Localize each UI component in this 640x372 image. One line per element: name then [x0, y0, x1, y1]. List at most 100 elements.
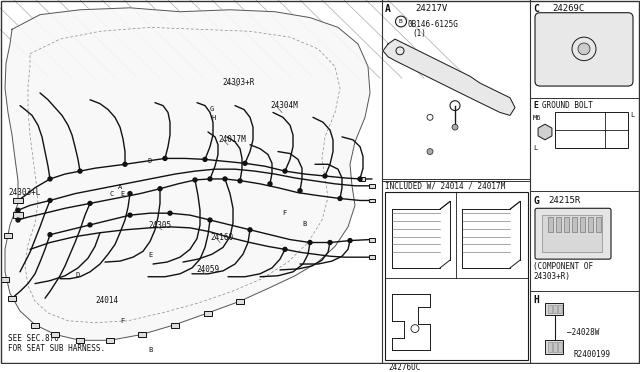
Text: B: B [388, 193, 392, 203]
Text: 24015G: 24015G [557, 115, 585, 124]
Text: B: B [148, 347, 152, 353]
Text: D: D [75, 272, 79, 278]
Text: G: G [210, 106, 214, 112]
Circle shape [348, 238, 352, 243]
Circle shape [323, 174, 327, 178]
Bar [553, 342, 557, 352]
Text: 24059: 24059 [196, 265, 219, 274]
Text: 24040A: 24040A [557, 132, 585, 141]
Circle shape [88, 202, 92, 205]
Text: 24215R: 24215R [548, 196, 580, 205]
Circle shape [243, 161, 247, 165]
Circle shape [78, 169, 82, 173]
Text: E: E [120, 191, 124, 197]
Bar [542, 215, 602, 252]
Text: 24014: 24014 [95, 296, 118, 305]
Circle shape [48, 199, 52, 202]
Text: C: C [110, 191, 115, 197]
Text: (1): (1) [412, 29, 426, 38]
Circle shape [308, 241, 312, 244]
Circle shape [88, 223, 92, 227]
Bar [76, 339, 84, 343]
Circle shape [123, 162, 127, 166]
Text: 24217V: 24217V [415, 4, 447, 13]
Text: F: F [120, 318, 124, 324]
Circle shape [193, 178, 197, 182]
Text: C: C [533, 4, 539, 14]
Bar [106, 339, 114, 343]
Bar [385, 192, 528, 360]
Text: 24303+L: 24303+L [8, 188, 40, 197]
Circle shape [48, 233, 52, 237]
Text: R2400199: R2400199 [573, 350, 610, 359]
Circle shape [128, 192, 132, 196]
Bar [13, 212, 23, 218]
Bar [558, 342, 562, 352]
Text: G: G [533, 196, 539, 206]
Polygon shape [383, 39, 515, 115]
Polygon shape [5, 8, 370, 340]
Bar [558, 305, 562, 313]
Text: SEE SEC.870: SEE SEC.870 [8, 334, 59, 343]
Text: (COMPONENT OF: (COMPONENT OF [533, 262, 593, 271]
Bar [555, 112, 628, 148]
Text: H: H [533, 295, 539, 305]
Text: 24276UC: 24276UC [388, 363, 420, 372]
Bar [138, 333, 146, 337]
Bar [545, 303, 563, 315]
Text: A: A [118, 184, 122, 190]
Circle shape [283, 247, 287, 251]
Circle shape [427, 149, 433, 154]
Text: 24304M: 24304M [270, 101, 298, 110]
Circle shape [238, 179, 242, 183]
Bar [31, 323, 39, 328]
Circle shape [358, 177, 362, 181]
Bar [8, 296, 16, 301]
Circle shape [48, 177, 52, 181]
Bar [556, 217, 561, 232]
Text: L: L [630, 112, 634, 118]
Circle shape [298, 189, 302, 193]
FancyBboxPatch shape [535, 208, 611, 259]
Circle shape [168, 211, 172, 215]
Text: F: F [388, 282, 392, 291]
Circle shape [268, 182, 272, 186]
Text: B: B [399, 19, 403, 23]
Text: 16: 16 [607, 132, 616, 141]
Circle shape [248, 228, 252, 232]
Bar [359, 177, 365, 181]
Text: D: D [459, 193, 463, 203]
Circle shape [223, 177, 227, 181]
Circle shape [128, 213, 132, 217]
Text: E: E [533, 101, 538, 110]
Text: 0B146-6125G: 0B146-6125G [408, 20, 459, 29]
Text: M6: M6 [533, 115, 541, 121]
Bar [548, 342, 552, 352]
Text: GROUND BOLT: GROUND BOLT [542, 101, 593, 110]
Bar [171, 323, 179, 328]
Text: 24276UB: 24276UB [388, 270, 420, 279]
Bar [545, 340, 563, 354]
Bar [369, 199, 375, 202]
Bar [588, 217, 593, 232]
Bar [369, 255, 375, 259]
Text: D: D [148, 158, 152, 164]
FancyBboxPatch shape [535, 13, 633, 86]
Text: 24276UA: 24276UA [459, 270, 492, 279]
Text: 24303+R): 24303+R) [533, 272, 570, 281]
Text: INCLUDED W/ 24014 / 24017M: INCLUDED W/ 24014 / 24017M [385, 182, 505, 191]
Bar [572, 217, 577, 232]
Bar [204, 311, 212, 316]
Circle shape [16, 218, 20, 222]
Text: 24269C: 24269C [552, 4, 584, 13]
Circle shape [338, 196, 342, 201]
Bar [1, 277, 9, 282]
Circle shape [452, 124, 458, 130]
Circle shape [163, 157, 167, 160]
Bar [369, 238, 375, 241]
Bar [553, 305, 557, 313]
Circle shape [158, 187, 162, 191]
Text: 12: 12 [607, 115, 616, 124]
Text: 24160: 24160 [210, 233, 233, 242]
Circle shape [328, 241, 332, 244]
